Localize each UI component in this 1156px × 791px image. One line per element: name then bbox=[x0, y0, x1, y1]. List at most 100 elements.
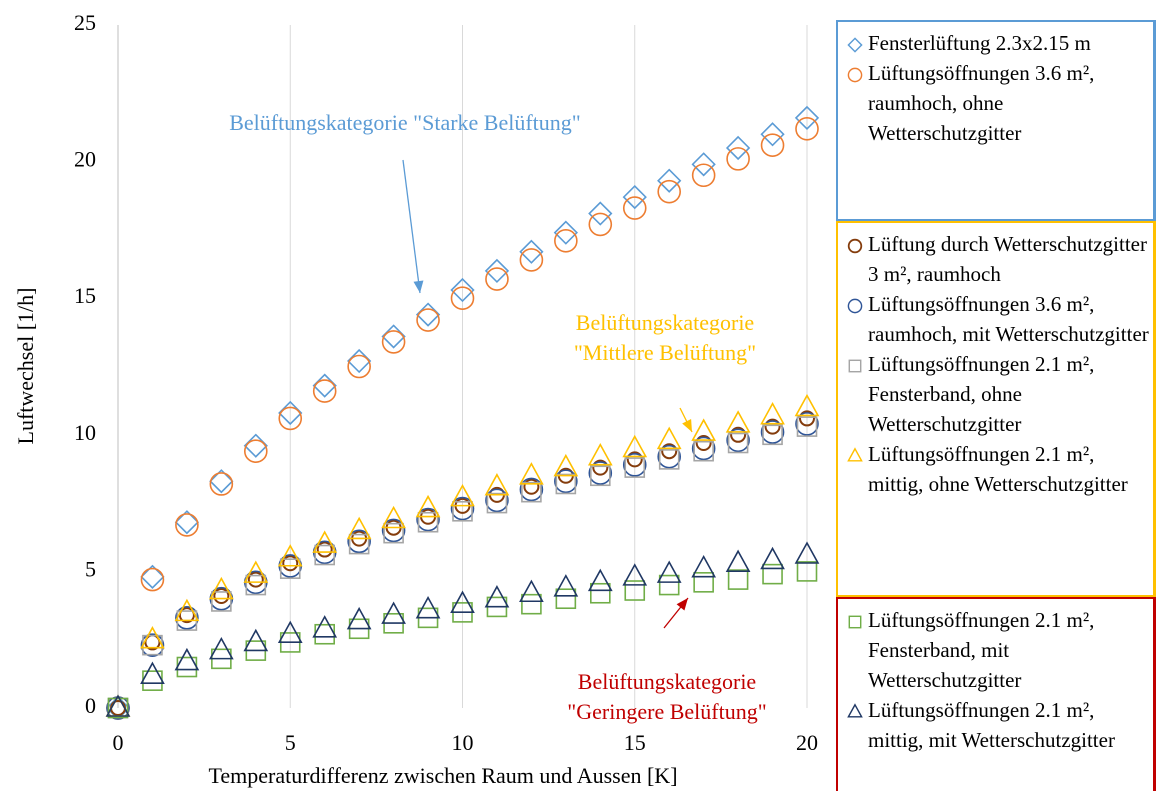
marker-triangle bbox=[794, 393, 820, 417]
legend-marker bbox=[847, 238, 863, 254]
marker-triangle bbox=[725, 549, 751, 573]
marker-diamond bbox=[794, 105, 820, 131]
marker-square bbox=[348, 533, 370, 555]
marker-diamond bbox=[381, 324, 406, 349]
marker-square bbox=[383, 522, 404, 544]
marker-triangle bbox=[450, 590, 475, 613]
marker-square bbox=[314, 544, 336, 566]
legend-marker bbox=[847, 298, 863, 314]
legend: Fensterlüftung 2.3x2.15 m Lüftungsöffnung… bbox=[836, 20, 1156, 791]
marker-triangle bbox=[847, 703, 863, 718]
marker-square bbox=[848, 615, 862, 629]
legend-marker-shape bbox=[847, 298, 863, 314]
marker-square bbox=[521, 593, 542, 615]
legend-entry: Lüftungsöffnungen 3.6 m², raumhoch, mit … bbox=[838, 289, 1153, 349]
chart: Luftwechsel [1/h] Temperaturdifferenz zw… bbox=[13, 10, 820, 788]
marker-circle bbox=[622, 453, 647, 477]
marker-square bbox=[245, 574, 267, 596]
marker-circle bbox=[316, 541, 333, 558]
marker-triangle bbox=[140, 626, 165, 649]
legend-label: Lüftungsöffnungen 2.1 m², mittig, mit We… bbox=[868, 698, 1115, 752]
marker-circle bbox=[347, 529, 371, 554]
marker-diamond bbox=[657, 168, 682, 193]
y-tick-label: 10 bbox=[74, 420, 96, 445]
annotation: Belüftungskategorie bbox=[578, 669, 756, 694]
marker-square bbox=[727, 569, 749, 590]
marker-triangle bbox=[277, 544, 303, 567]
legend-entry: Lüftungsöffnungen 3.6 m², raumhoch, ohne… bbox=[838, 58, 1153, 148]
legend-entry: Lüftungsöffnungen 2.1 m², Fensterband, m… bbox=[838, 605, 1153, 695]
legend-entry: Lüftungsöffnungen 2.1 m², Fensterband, o… bbox=[838, 349, 1153, 439]
marker-circle bbox=[381, 518, 406, 543]
x-tick-label: 10 bbox=[452, 730, 474, 755]
marker-square bbox=[848, 359, 862, 373]
legend-label: Lüftungsöffnungen 2.1 m², mittig, ohne W… bbox=[868, 442, 1128, 496]
marker-square bbox=[658, 449, 680, 470]
marker-triangle bbox=[312, 530, 338, 553]
annotation: "Mittlere Belüftung" bbox=[574, 340, 756, 365]
marker-circle bbox=[416, 507, 440, 532]
legend-marker bbox=[848, 615, 862, 629]
marker-triangle bbox=[691, 555, 717, 578]
marker-triangle bbox=[312, 615, 338, 638]
marker-circle bbox=[282, 555, 299, 572]
marker-diamond bbox=[691, 152, 716, 177]
marker-triangle bbox=[760, 546, 785, 570]
marker-circle bbox=[416, 308, 440, 332]
marker-triangle bbox=[794, 541, 820, 564]
marker-square bbox=[624, 457, 646, 478]
marker-square bbox=[452, 500, 473, 522]
marker-circle bbox=[554, 469, 578, 494]
marker-triangle bbox=[656, 426, 682, 450]
marker-circle bbox=[691, 163, 716, 188]
marker-square bbox=[589, 465, 611, 487]
marker-diamond bbox=[243, 433, 268, 458]
marker-circle bbox=[213, 587, 230, 604]
annotation: Belüftungskategorie "Starke Belüftung" bbox=[229, 110, 581, 135]
marker-triangle bbox=[415, 494, 441, 518]
marker-triangle bbox=[140, 661, 165, 685]
marker-square bbox=[107, 697, 129, 719]
legend-marker-shape bbox=[847, 238, 863, 254]
marker-diamond bbox=[760, 122, 785, 147]
y-tick-label: 15 bbox=[74, 283, 96, 308]
legend-entry: Lüftung durch Wetterschutzgitter 3 m², r… bbox=[838, 229, 1153, 289]
marker-diamond bbox=[312, 373, 337, 398]
marker-triangle bbox=[346, 606, 372, 630]
marker-diamond bbox=[725, 135, 751, 161]
arrow-head bbox=[676, 598, 688, 611]
legend-marker bbox=[847, 37, 863, 53]
legend-entry: Lüftungsöffnungen 2.1 m², mittig, ohne W… bbox=[838, 439, 1153, 499]
marker-triangle bbox=[587, 442, 613, 466]
y-tick-label: 0 bbox=[85, 693, 96, 718]
marker-circle bbox=[175, 513, 199, 537]
marker-circle bbox=[760, 133, 785, 158]
marker-square bbox=[417, 511, 439, 533]
legend-marker-shape bbox=[848, 359, 862, 373]
marker-triangle bbox=[622, 434, 648, 458]
marker-circle bbox=[726, 147, 750, 171]
legend-marker-shape bbox=[847, 67, 863, 83]
marker-circle bbox=[691, 436, 716, 461]
marker-triangle bbox=[346, 516, 372, 540]
marker-circle bbox=[178, 607, 195, 624]
y-tick-label: 5 bbox=[85, 556, 96, 581]
marker-circle bbox=[657, 179, 682, 204]
marker-square bbox=[796, 561, 818, 582]
marker-diamond bbox=[847, 37, 863, 53]
marker-triangle bbox=[656, 560, 682, 583]
marker-triangle bbox=[381, 505, 406, 529]
legend-marker bbox=[847, 67, 863, 83]
marker-circle bbox=[847, 67, 863, 83]
annotation: Belüftungskategorie bbox=[576, 310, 754, 335]
marker-circle bbox=[799, 410, 815, 427]
marker-triangle bbox=[105, 694, 131, 717]
marker-diamond bbox=[140, 564, 165, 589]
legend-marker-shape bbox=[847, 37, 863, 53]
marker-square bbox=[521, 481, 542, 503]
marker-diamond bbox=[209, 469, 234, 494]
x-tick-label: 5 bbox=[285, 730, 296, 755]
marker-circle bbox=[588, 461, 613, 485]
y-tick-label: 25 bbox=[74, 10, 96, 35]
legend-label: Lüftungsöffnungen 3.6 m², raumhoch, mit … bbox=[868, 292, 1149, 346]
